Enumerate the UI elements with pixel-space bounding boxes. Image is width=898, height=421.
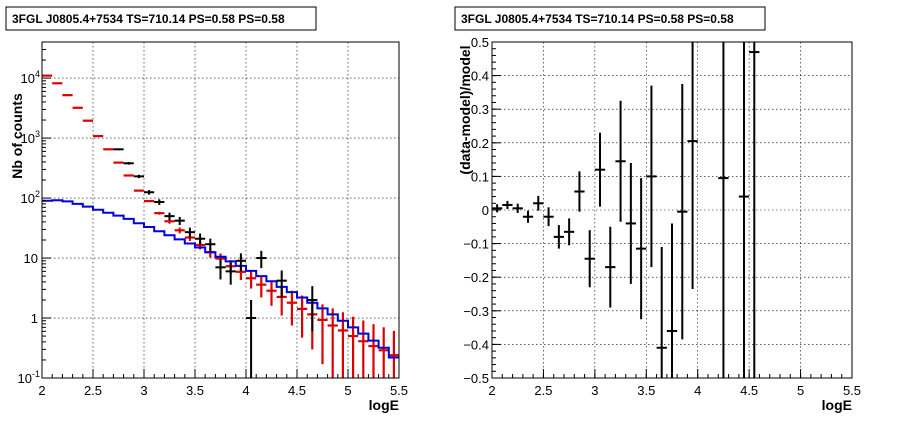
residuals-x-tick-label: 2.5: [534, 383, 552, 398]
counts-chart-title: 3FGL J0805.4+7534 TS=710.14 PS=0.58 PS=0…: [12, 12, 285, 26]
counts-y-axis-label: Nb of counts: [9, 93, 25, 179]
counts-x-axis-label: logE: [369, 397, 399, 413]
counts-x-tick-label: 4: [242, 383, 249, 398]
residuals-y-tick-label: 0.5: [471, 35, 489, 50]
residuals-x-tick-label: 4.5: [740, 383, 758, 398]
counts-x-tick-label: 3: [140, 383, 147, 398]
residuals-y-tick-label: −0.4: [463, 337, 489, 352]
counts-y-tick-label: 10-1: [18, 369, 40, 386]
residuals-title-box: [454, 6, 766, 31]
residuals-x-tick-label: 3: [591, 383, 598, 398]
counts-y-tick-label: 102: [21, 189, 40, 206]
counts-series: [42, 74, 399, 378]
counts-panel: 2 2.5 3 3.5 4 4.5 5 5.5 10-1 1 10 102 103 104 3FGL J0…: [5, 6, 408, 413]
residuals-chart-title: 3FGL J0805.4+7534 TS=710.14 PS=0.58 PS=0…: [461, 12, 734, 26]
residuals-x-tick-label: 5: [797, 383, 804, 398]
residuals-y-tick-label: 0.4: [471, 69, 489, 84]
counts-grid: [42, 42, 399, 378]
residuals-ticks: 2 2.5 3 3.5 4 4.5 5 5.5 −0.5 −0.4 −0.3 −0.2 −0.1 0 0.1…: [463, 35, 861, 398]
counts-x-tick-label: 2.5: [84, 383, 102, 398]
residuals-y-tick-label: −0.1: [463, 237, 489, 252]
counts-y-tick-label: 103: [21, 129, 40, 146]
counts-y-tick-label: 10: [24, 251, 38, 266]
residuals-x-tick-label: 3.5: [637, 383, 655, 398]
residuals-panel: 2 2.5 3 3.5 4 4.5 5 5.5 −0.5 −0.4 −0.3 −0.2 −0.1 0 0.1…: [454, 6, 861, 413]
counts-x-tick-label: 3.5: [186, 383, 204, 398]
residuals-grid: [492, 42, 852, 378]
counts-y-tick-label: 104: [21, 69, 40, 86]
counts-plot-frame: [41, 41, 400, 379]
counts-y-tick-label: 1: [31, 311, 38, 326]
counts-x-tick-label: 2: [38, 383, 45, 398]
residuals-y-tick-label: 0.1: [471, 169, 489, 184]
residuals-y-axis-label: (data-model)/model: [457, 45, 473, 174]
residuals-x-tick-label: 5.5: [843, 383, 861, 398]
counts-title-box: [5, 6, 317, 31]
source-model-line: [42, 199, 399, 359]
counts-x-tick-label: 5: [344, 383, 351, 398]
residuals-x-tick-label: 2: [488, 383, 495, 398]
residuals-y-tick-label: −0.2: [463, 270, 489, 285]
residuals-series: [492, 42, 760, 378]
counts-ticks: 2 2.5 3 3.5 4 4.5 5 5.5 10-1 1 10 102 103 104: [18, 41, 408, 398]
counts-x-tick-label: 5.5: [390, 383, 408, 398]
residuals-y-tick-label: 0: [482, 203, 489, 218]
counts-x-tick-label: 4.5: [288, 383, 306, 398]
residuals-y-tick-label: 0.3: [471, 102, 489, 117]
residuals-y-tick-label: 0.2: [471, 136, 489, 151]
residuals-y-tick-label: −0.5: [463, 371, 489, 386]
residuals-x-tick-label: 4: [694, 383, 701, 398]
residuals-x-axis-label: logE: [822, 397, 852, 413]
residuals-y-tick-label: −0.3: [463, 304, 489, 319]
